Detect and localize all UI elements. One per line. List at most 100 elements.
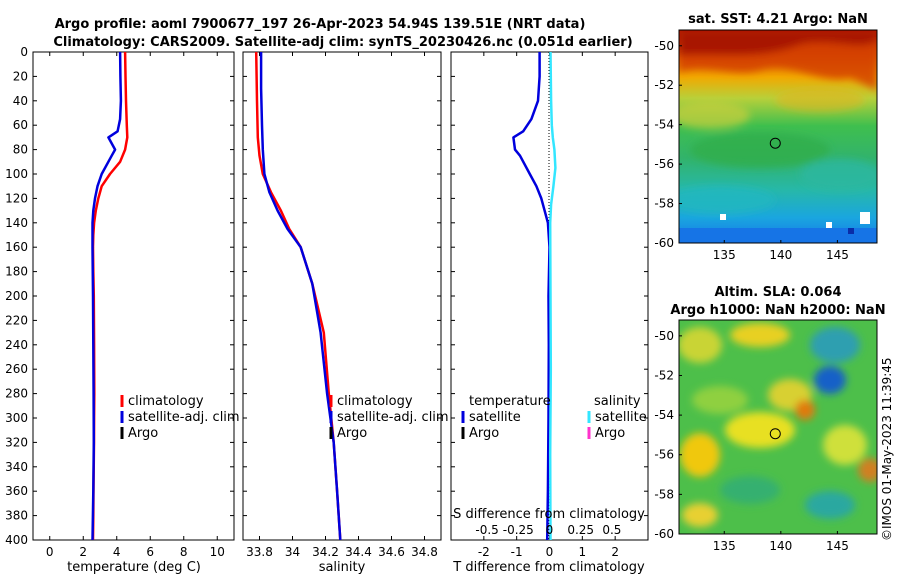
- s-diff-tick-label: -0.25: [503, 523, 534, 537]
- difference-legend: temperature satellite Argo salinity sate…: [461, 394, 647, 441]
- salinity-legend: climatology satellite-adj. clim Argo: [329, 394, 449, 441]
- sst-map-title: sat. SST: 4.21 Argo: NaN: [688, 12, 868, 27]
- legend-salinity-header: salinity: [594, 394, 641, 409]
- y-tick-label: 400: [5, 533, 28, 547]
- temperature-axis-label: temperature (deg C): [67, 560, 201, 575]
- map-y-tick-label: -54: [654, 408, 674, 422]
- y-tick-label: 20: [13, 69, 28, 83]
- y-tick-label: 320: [5, 435, 28, 449]
- x-tick-label: 0: [46, 545, 54, 559]
- x-tick-label: 10: [210, 545, 225, 559]
- map-x-tick-label: 145: [826, 248, 849, 262]
- x-tick-label: 1: [579, 545, 587, 559]
- x-tick-label: 34.2: [312, 545, 339, 559]
- map-y-tick-label: -60: [654, 236, 674, 250]
- main-title-line2: Climatology: CARS2009. Satellite-adj cli…: [53, 35, 632, 50]
- series-line-temperature-satellite: [512, 52, 551, 540]
- map-y-tick-label: -58: [654, 197, 674, 211]
- map-x-tick-label: 135: [713, 248, 736, 262]
- x-tick-label: 6: [146, 545, 154, 559]
- map-y-tick-label: -56: [654, 448, 674, 462]
- temperature-axis-ticks: 0 2 4 6 8 10: [33, 51, 234, 559]
- sst-field: [679, 30, 877, 243]
- sla-map-frame: [678, 319, 878, 535]
- sla-map-title-line2: Argo h1000: NaN h2000: NaN: [670, 303, 885, 318]
- x-tick-label: -1: [511, 545, 523, 559]
- temperature-panel: 0204060801001201401601802002202402602803…: [5, 45, 240, 575]
- y-tick-label: 120: [5, 191, 28, 205]
- x-tick-label: 33.8: [246, 545, 273, 559]
- series-line-satellite-adj-clim: [259, 52, 342, 540]
- map-x-tick-label: 145: [826, 539, 849, 553]
- s-diff-tick-label: 0: [546, 523, 554, 537]
- x-tick-label: 34.8: [411, 545, 438, 559]
- s-diff-tick-label: -0.5: [475, 523, 498, 537]
- y-tick-label: 140: [5, 216, 28, 230]
- sla-map: 135 140 145 -50 -52 -54 -56 -58 -60: [654, 319, 878, 553]
- x-tick-label: 2: [611, 545, 619, 559]
- s-difference-tick-labels: -0.5 -0.25 0 0.25 0.5: [475, 523, 621, 537]
- legend-climatology-label: climatology: [128, 394, 204, 409]
- legend-t-argo-label: Argo: [469, 426, 499, 441]
- y-tick-label: 240: [5, 338, 28, 352]
- y-tick-label: 0: [20, 45, 28, 59]
- salinity-axis-label: salinity: [319, 560, 366, 575]
- temperature-profile-lines: [91, 52, 129, 540]
- y-tick-label: 360: [5, 484, 28, 498]
- y-tick-label: 80: [13, 143, 28, 157]
- y-tick-label: 40: [13, 94, 28, 108]
- s-diff-tick-label: 0.25: [567, 523, 594, 537]
- map-y-tick-label: -60: [654, 527, 674, 541]
- x-tick-label: 0: [546, 545, 554, 559]
- sla-field: [679, 320, 877, 534]
- y-tick-label: 60: [13, 118, 28, 132]
- map-y-tick-label: -56: [654, 157, 674, 171]
- map-y-tick-label: -58: [654, 487, 674, 501]
- series-line-satellite-adj-clim: [91, 52, 123, 540]
- legend-argo-label: Argo: [128, 426, 158, 441]
- map-x-tick-label: 140: [769, 248, 792, 262]
- map-y-tick-label: -52: [654, 368, 674, 382]
- temperature-axes-frame: [32, 51, 235, 541]
- x-tick-label: 34.6: [378, 545, 405, 559]
- difference-panel: -2 -1 0 1 2 T difference from climatology S …: [450, 51, 649, 575]
- salinity-profile-lines: [254, 52, 342, 540]
- legend-s-satellite-label: satellite: [595, 410, 647, 425]
- legend-satellite-label: satellite-adj. clim: [128, 410, 240, 425]
- y-tick-label: 380: [5, 509, 28, 523]
- difference-axis-ticks: -2 -1 0 1 2: [451, 51, 648, 559]
- y-tick-label: 220: [5, 313, 28, 327]
- legend-climatology-label: climatology: [337, 394, 413, 409]
- series-line-salinity-satellite: [548, 52, 557, 540]
- y-tick-label: 260: [5, 362, 28, 376]
- legend-satellite-label: satellite-adj. clim: [337, 410, 449, 425]
- depth-axis-ticks: 0 20 40 60 80 100 120 140 160 180 200 220 240 260 280 3…: [5, 45, 28, 547]
- y-tick-label: 160: [5, 240, 28, 254]
- timestamp: ©IMOS 01-May-2023 11:39:45: [880, 357, 894, 541]
- salinity-axes-frame: [242, 51, 442, 541]
- sla-map-ticks: 135 140 145 -50 -52 -54 -56 -58 -60: [654, 329, 848, 553]
- s-diff-tick-label: 0.5: [602, 523, 621, 537]
- legend-t-satellite-label: satellite: [469, 410, 521, 425]
- map-y-tick-label: -50: [654, 329, 674, 343]
- salinity-panel: 33.8 34 34.2 34.4 34.6 34.8 salinity climatol…: [242, 51, 449, 575]
- salinity-axis-ticks: 33.8 34 34.2 34.4 34.6 34.8: [243, 51, 441, 559]
- map-y-tick-label: -50: [654, 39, 674, 53]
- sst-map: 135 140 145 -50 -52 -54 -56 -58 -60: [654, 29, 878, 262]
- y-tick-label: 280: [5, 387, 28, 401]
- map-y-tick-label: -54: [654, 118, 674, 132]
- y-tick-label: 180: [5, 265, 28, 279]
- y-tick-label: 300: [5, 411, 28, 425]
- temperature-legend: climatology satellite-adj. clim Argo: [120, 394, 240, 441]
- x-tick-label: 4: [113, 545, 121, 559]
- sst-map-frame: [678, 29, 878, 244]
- main-title-line1: Argo profile: aoml 7900677_197 26-Apr-20…: [55, 17, 586, 32]
- x-tick-label: 34: [285, 545, 300, 559]
- sst-map-ticks: 135 140 145 -50 -52 -54 -56 -58 -60: [654, 39, 848, 262]
- legend-argo-label: Argo: [337, 426, 367, 441]
- s-difference-axis-label: S difference from climatology: [453, 507, 645, 522]
- y-tick-label: 100: [5, 167, 28, 181]
- argo-location-marker: [769, 428, 781, 440]
- x-tick-label: 2: [79, 545, 87, 559]
- map-x-tick-label: 135: [713, 539, 736, 553]
